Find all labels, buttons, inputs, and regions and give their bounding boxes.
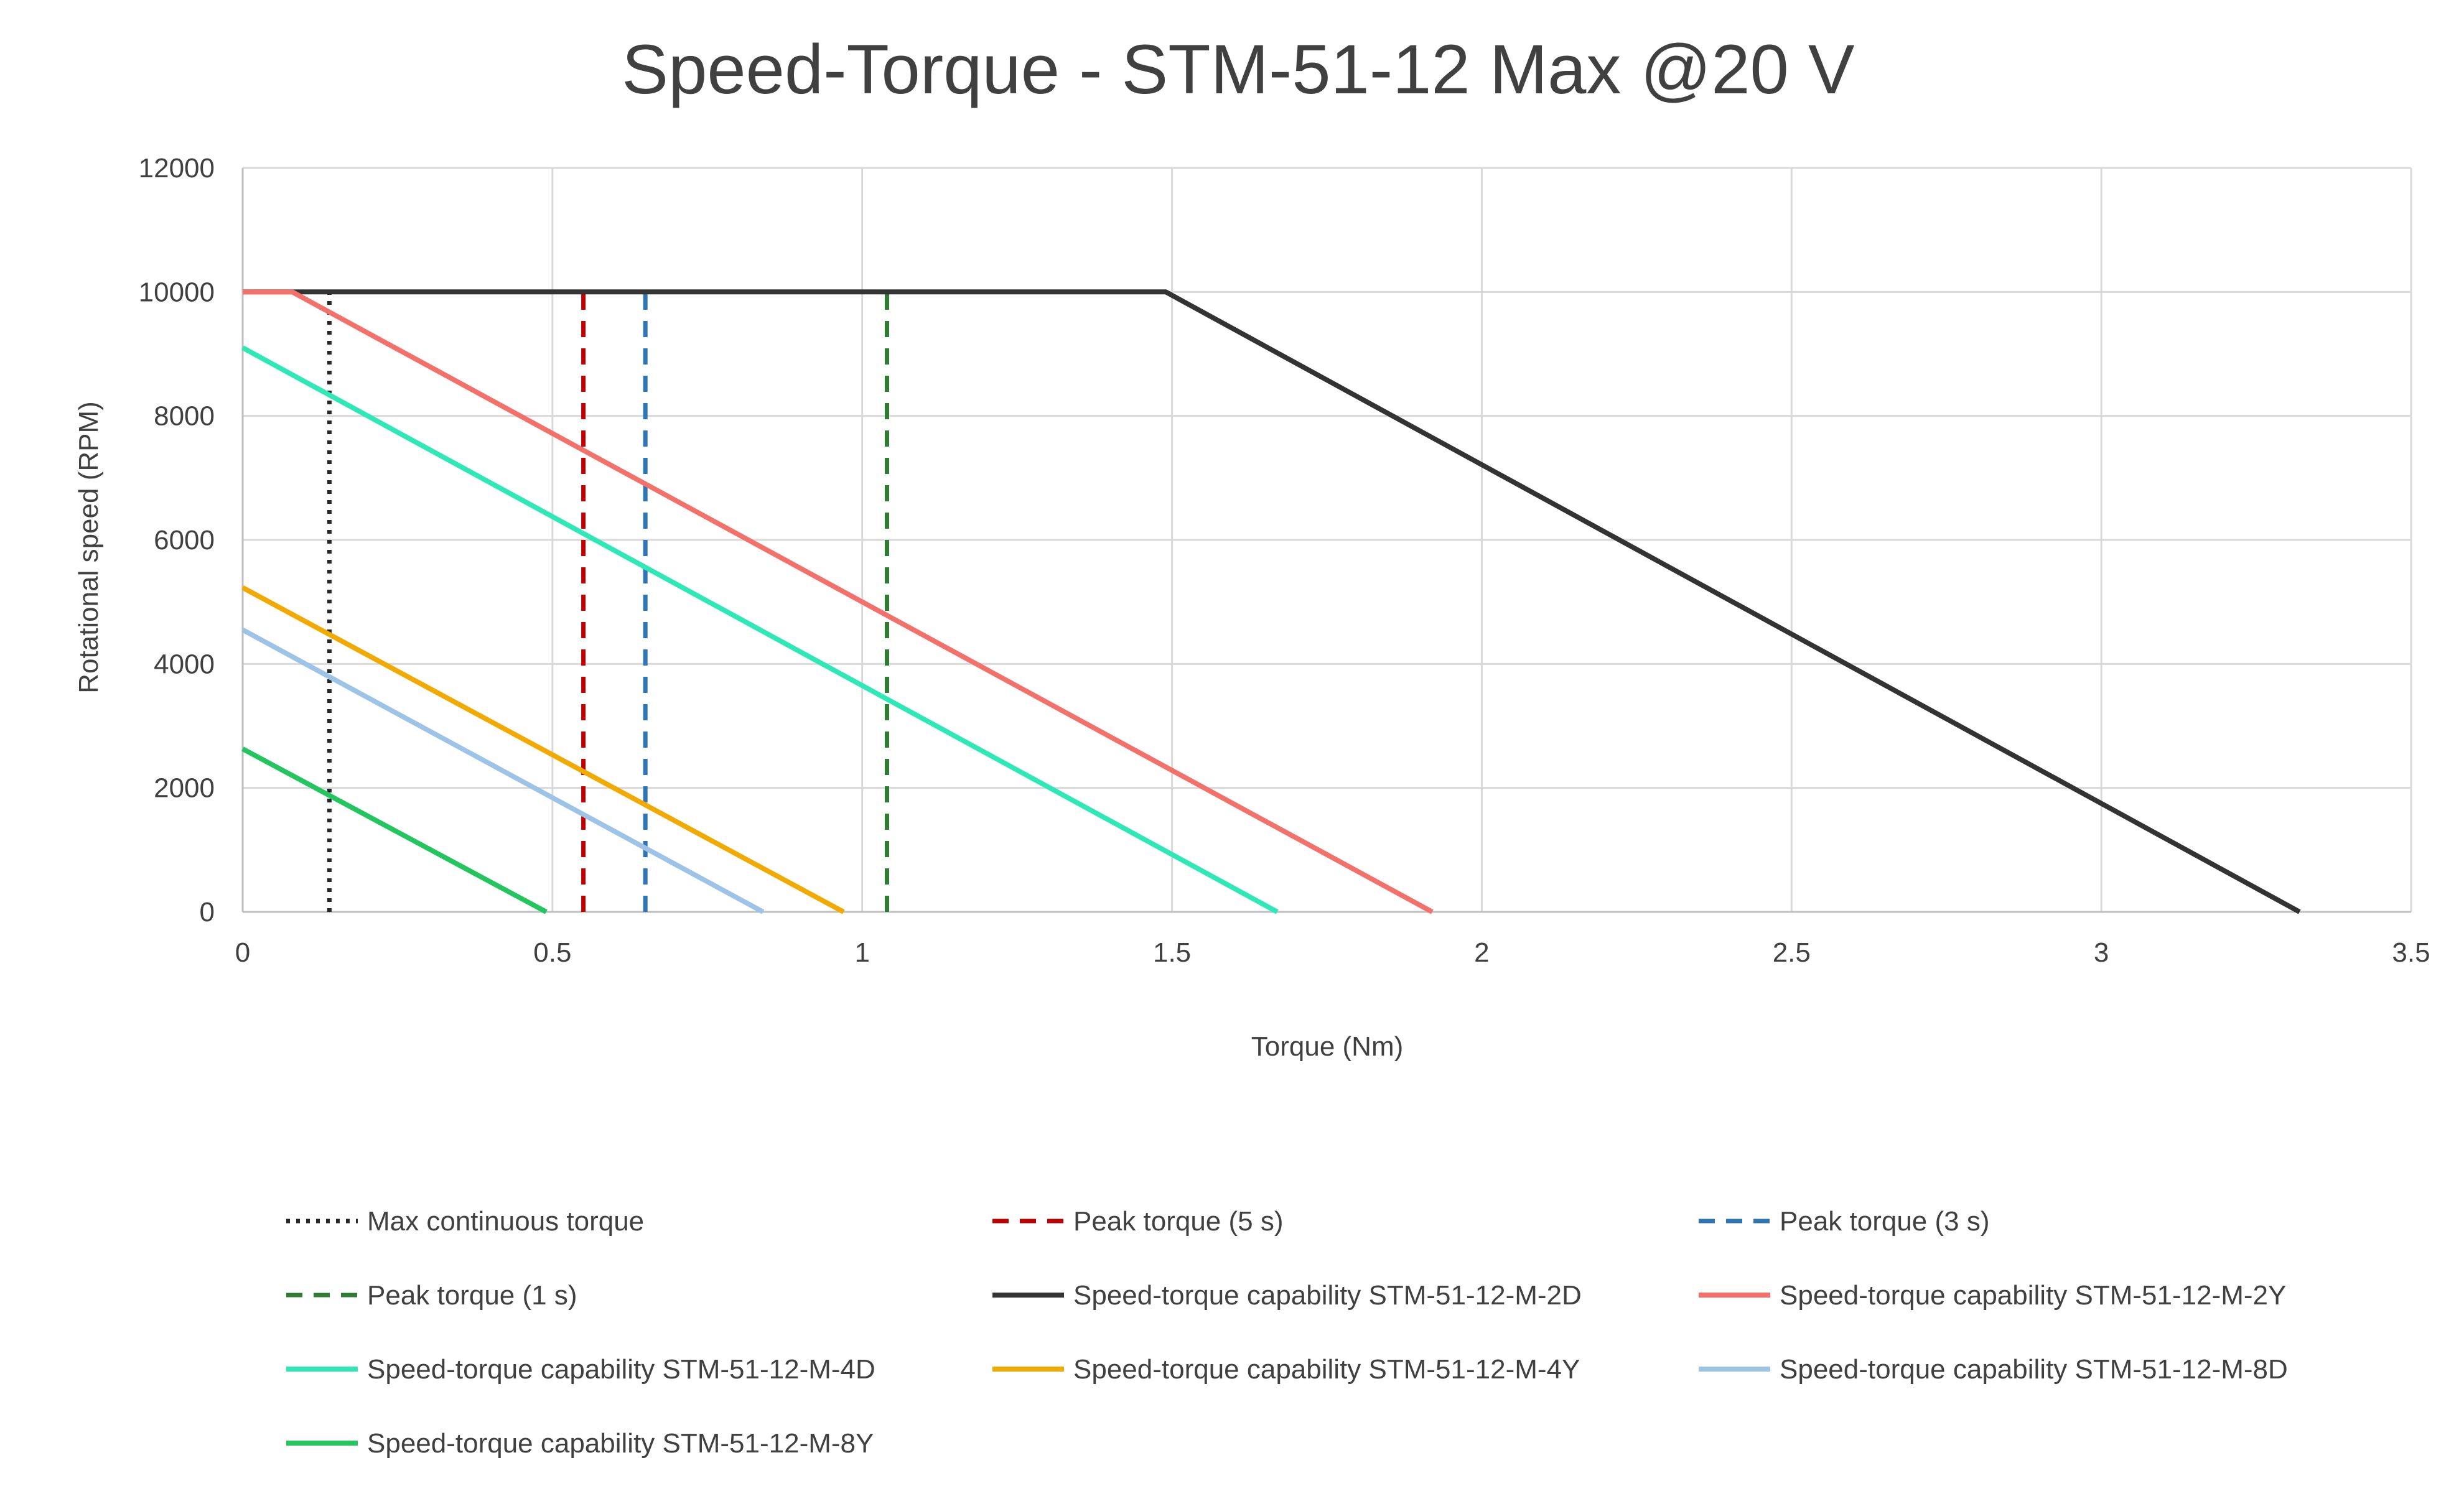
series-line-speed-torque-capability-stm-51-12-m-2d <box>243 289 2301 914</box>
legend-label: Speed-torque capability STM-51-12-M-8Y <box>367 1428 874 1459</box>
legend-item: Speed-torque capability STM-51-12-M-8D <box>1699 1354 2288 1385</box>
y-tick-label: 12000 <box>139 153 215 183</box>
x-tick-label: 1.5 <box>1153 937 1191 968</box>
legend: Max continuous torque Peak torque (5 s) Pe… <box>286 1206 2288 1459</box>
x-tick-label: 0.5 <box>533 937 571 968</box>
chart-title: Speed-Torque - STM-51-12 Max @20 V <box>622 30 1855 108</box>
y-tick-label: 4000 <box>154 649 215 679</box>
legend-label: Speed-torque capability STM-51-12-M-2D <box>1073 1280 1582 1311</box>
plot-area <box>241 289 2301 914</box>
grid <box>241 167 2412 913</box>
y-tick-label: 10000 <box>139 277 215 307</box>
x-axis-label: Torque (Nm) <box>1251 1031 1404 1062</box>
legend-label: Speed-torque capability STM-51-12-M-4D <box>367 1354 875 1385</box>
legend-item: Peak torque (3 s) <box>1699 1206 1990 1237</box>
series-line-speed-torque-capability-stm-51-12-m-4d <box>241 345 1279 914</box>
legend-label: Peak torque (5 s) <box>1073 1206 1284 1237</box>
y-tick-label: 8000 <box>154 401 215 432</box>
y-axis-label: Rotational speed (RPM) <box>73 401 104 694</box>
legend-item: Speed-torque capability STM-51-12-M-4D <box>286 1354 875 1385</box>
legend-label: Speed-torque capability STM-51-12-M-8D <box>1780 1354 2288 1385</box>
series-line-speed-torque-capability-stm-51-12-m-2y <box>243 289 1434 914</box>
y-tick-label: 2000 <box>154 773 215 804</box>
legend-label: Peak torque (1 s) <box>367 1280 577 1311</box>
legend-item: Speed-torque capability STM-51-12-M-4Y <box>992 1354 1580 1385</box>
legend-label: Speed-torque capability STM-51-12-M-2Y <box>1780 1280 2286 1311</box>
y-tick-label: 6000 <box>154 525 215 555</box>
axes: 0 2000 4000 6000 8000 10000 12000 0 0.5 1 1.5 2 2.5 3… <box>139 153 2430 968</box>
legend-item: Speed-torque capability STM-51-12-M-2Y <box>1699 1280 2286 1311</box>
x-tick-label: 2.5 <box>1773 937 1811 968</box>
legend-label: Peak torque (3 s) <box>1780 1206 1990 1237</box>
legend-item: Speed-torque capability STM-51-12-M-2D <box>992 1280 1582 1311</box>
x-tick-label: 2 <box>1474 937 1489 968</box>
legend-item: Peak torque (5 s) <box>992 1206 1284 1237</box>
legend-item: Speed-torque capability STM-51-12-M-8Y <box>286 1428 874 1459</box>
y-tick-label: 0 <box>200 897 215 927</box>
x-tick-label: 3.5 <box>2392 937 2430 968</box>
x-tick-label: 3 <box>2094 937 2109 968</box>
series-line-speed-torque-capability-stm-51-12-m-4y <box>241 585 845 914</box>
legend-item: Max continuous torque <box>286 1206 644 1237</box>
legend-label: Max continuous torque <box>367 1206 644 1237</box>
series-line-speed-torque-capability-stm-51-12-m-8d <box>241 627 765 914</box>
series-line-speed-torque-capability-stm-51-12-m-8y <box>241 746 548 914</box>
x-tick-label: 1 <box>854 937 869 968</box>
legend-item: Peak torque (1 s) <box>286 1280 577 1311</box>
x-tick-label: 0 <box>235 937 250 968</box>
legend-label: Speed-torque capability STM-51-12-M-4Y <box>1073 1354 1580 1385</box>
